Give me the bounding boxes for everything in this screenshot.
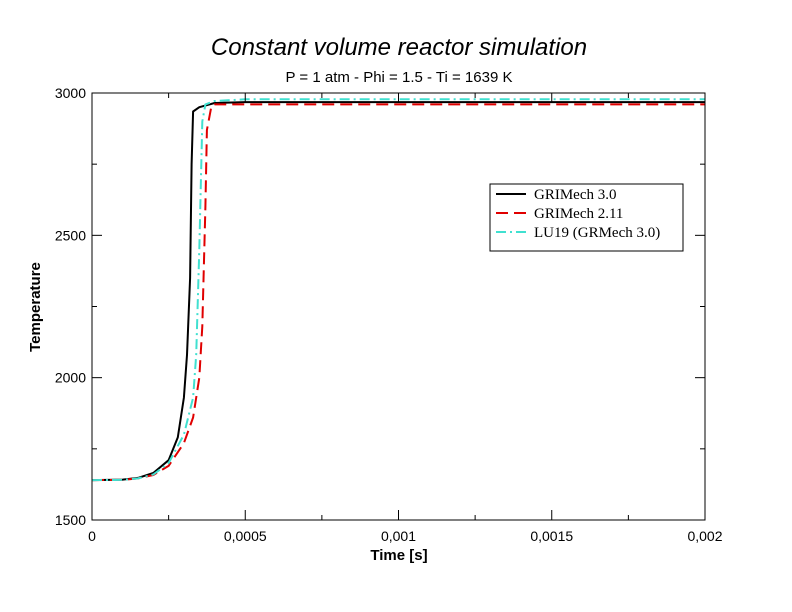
- x-tick-label: 0,002: [687, 528, 722, 544]
- x-tick-label: 0,0005: [224, 528, 267, 544]
- y-tick-label: 1500: [55, 512, 86, 528]
- y-tick-label: 3000: [55, 85, 86, 101]
- y-tick-label: 2000: [55, 370, 86, 386]
- chart-subtitle: P = 1 atm - Phi = 1.5 - Ti = 1639 K: [286, 69, 513, 86]
- axes: 0 0,0005 0,001 0,0015 0,002 1500 2000 2500 3000: [55, 85, 723, 544]
- x-tick-label: 0,001: [381, 528, 416, 544]
- series-line-1: [91, 101, 705, 482]
- x-tick-label: 0,0015: [530, 528, 573, 544]
- legend: GRIMech 3.0 GRIMech 2.11 LU19 (GRMech 3.0): [489, 183, 684, 252]
- x-axis-label: Time [s]: [370, 547, 427, 564]
- legend-label-3: LU19 (GRMech 3.0): [534, 225, 660, 241]
- chart-title: Constant volume reactor simulation: [211, 34, 587, 61]
- plot-frame: [91, 92, 706, 521]
- y-tick-label: 2500: [55, 227, 86, 243]
- series-line-2: [91, 103, 705, 482]
- y-axis-label: Temperature: [27, 262, 44, 352]
- legend-label-2: GRIMech 2.11: [534, 206, 623, 222]
- plot-area: [91, 98, 705, 482]
- series-line-3: [91, 98, 705, 482]
- legend-box: [489, 183, 684, 252]
- x-tick-label: 0: [88, 528, 96, 544]
- legend-label-1: GRIMech 3.0: [534, 187, 617, 203]
